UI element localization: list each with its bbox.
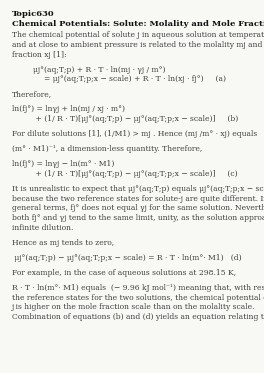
- Text: the reference states for the two solutions, the chemical potential of solute: the reference states for the two solutio…: [12, 294, 264, 302]
- Text: ln(fj°) = lnγj − ln(m° · M1): ln(fj°) = lnγj − ln(m° · M1): [12, 160, 114, 168]
- Text: Therefore,: Therefore,: [12, 91, 52, 98]
- Text: general terms, fj° does not equal γj for the same solution. Nevertheless,: general terms, fj° does not equal γj for…: [12, 204, 264, 212]
- Text: For example, in the case of aqueous solutions at 298.15 K,: For example, in the case of aqueous solu…: [12, 269, 236, 277]
- Text: μj°(aq;T;p) + R · T · ln(mj · γj / m°): μj°(aq;T;p) + R · T · ln(mj · γj / m°): [33, 66, 166, 74]
- Text: It is unrealistic to expect that μj°(aq;T;p) equals μj°(aq;T;p;x − scale): It is unrealistic to expect that μj°(aq;…: [12, 185, 264, 193]
- Text: infinite dilution.: infinite dilution.: [12, 224, 73, 232]
- Text: = μj°(aq;T;p;x − scale) + R · T · ln(xj · fj°)     (a): = μj°(aq;T;p;x − scale) + R · T · ln(xj …: [44, 75, 225, 84]
- Text: both fj° and γj tend to the same limit, unity, as the solution approaches: both fj° and γj tend to the same limit, …: [12, 214, 264, 222]
- Text: For dilute solutions [1], (1/M1) > mj . Hence (mj /m° · xj) equals: For dilute solutions [1], (1/M1) > mj . …: [12, 130, 257, 138]
- Text: and at close to ambient pressure is related to the molality mj and mole: and at close to ambient pressure is rela…: [12, 41, 264, 49]
- Text: ln(fj°) = lnγj + ln(mj / xj · m°): ln(fj°) = lnγj + ln(mj / xj · m°): [12, 106, 125, 113]
- Text: Chemical Potentials: Solute: Molality and Mole Fraction Scales: Chemical Potentials: Solute: Molality an…: [12, 20, 264, 28]
- Text: The chemical potential of solute j in aqueous solution at temperature T: The chemical potential of solute j in aq…: [12, 31, 264, 39]
- Text: because the two reference states for solute-j are quite different. In: because the two reference states for sol…: [12, 195, 264, 203]
- Text: (m° · M1)⁻¹, a dimension-less quantity. Therefore,: (m° · M1)⁻¹, a dimension-less quantity. …: [12, 145, 202, 153]
- Text: + (1/ R · T)[μj°(aq;T;p) − μj°(aq;T;p;x − scale)]     (c): + (1/ R · T)[μj°(aq;T;p) − μj°(aq;T;p;x …: [26, 170, 238, 178]
- Text: + (1/ R · T)[μj°(aq;T;p) − μj°(aq;T;p;x − scale)]     (b): + (1/ R · T)[μj°(aq;T;p) − μj°(aq;T;p;x …: [26, 115, 239, 123]
- Text: j is higher on the mole fraction scale than on the molality scale.: j is higher on the mole fraction scale t…: [12, 303, 255, 311]
- Text: μj°(aq;T;p) − μj°(aq;T;p;x − scale) = R · T · ln(m°· M1)   (d): μj°(aq;T;p) − μj°(aq;T;p;x − scale) = R …: [12, 254, 242, 262]
- Text: Hence as mj tends to zero,: Hence as mj tends to zero,: [12, 239, 114, 247]
- Text: R · T · ln(m°· M1) equals  (− 9.96 kJ mol⁻¹) meaning that, with respect to: R · T · ln(m°· M1) equals (− 9.96 kJ mol…: [12, 284, 264, 292]
- Text: Topic630: Topic630: [12, 10, 54, 18]
- Text: Combination of equations (b) and (d) yields an equation relating the two: Combination of equations (b) and (d) yie…: [12, 313, 264, 321]
- Text: fraction xj [1]:: fraction xj [1]:: [12, 51, 67, 59]
